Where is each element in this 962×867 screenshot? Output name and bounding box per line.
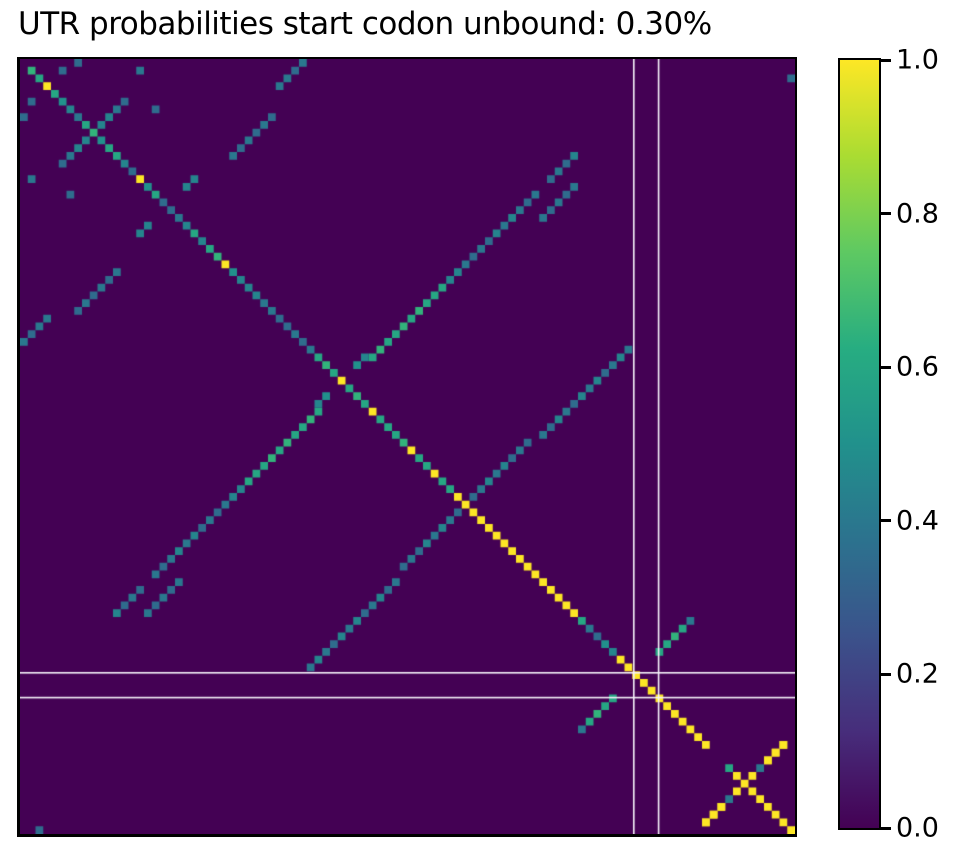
colorbar-tick-mark [881, 365, 891, 369]
colorbar-tick-label: 0.6 [896, 351, 939, 383]
heatmap-plot [17, 57, 797, 837]
colorbar-tick-mark [881, 519, 891, 523]
colorbar-tick-label: 0.0 [896, 812, 939, 844]
colorbar-tick-label: 0.8 [896, 198, 939, 230]
colorbar-tick-mark [881, 58, 891, 62]
colorbar-tick-label: 0.2 [896, 658, 939, 690]
chart-title: UTR probabilities start codon unbound: 0… [18, 6, 712, 42]
colorbar-tick-mark [881, 212, 891, 216]
colorbar-tick-label: 1.0 [896, 44, 939, 76]
colorbar: 1.0 0.8 0.6 0.4 0.2 0.0 [838, 47, 962, 842]
colorbar-tick-mark [881, 672, 891, 676]
colorbar-tick-label: 0.4 [896, 505, 939, 537]
heatmap-canvas [20, 59, 795, 834]
colorbar-gradient [838, 58, 881, 830]
colorbar-tick-mark [881, 826, 891, 830]
